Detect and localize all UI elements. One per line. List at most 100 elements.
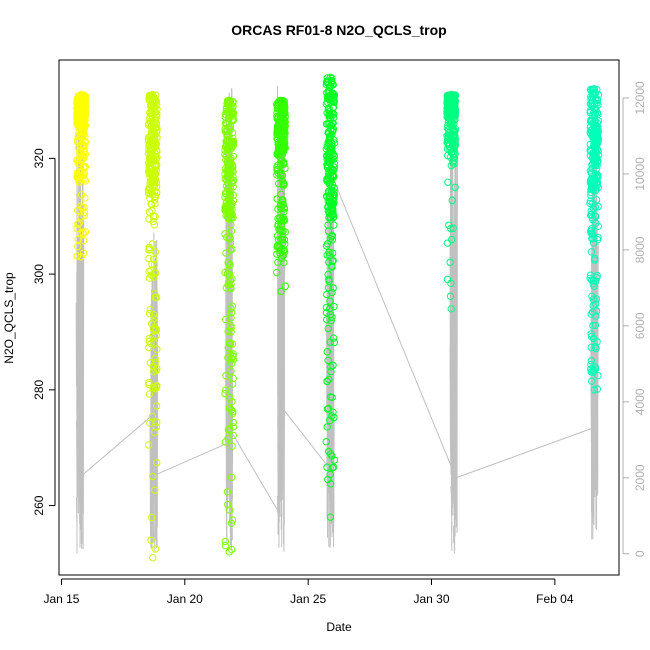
data-point xyxy=(222,141,231,150)
data-point xyxy=(148,412,157,421)
data-point xyxy=(322,303,331,312)
data-point xyxy=(228,442,236,450)
data-point xyxy=(325,275,333,283)
data-point xyxy=(221,315,230,324)
data-point xyxy=(227,545,236,554)
data-point xyxy=(74,131,83,139)
data-point xyxy=(144,121,153,129)
data-point xyxy=(148,332,157,341)
x-axis: Jan 15 Jan 20 Jan 25 Jan 30 Feb 04 xyxy=(43,578,574,606)
data-point xyxy=(280,248,289,256)
data-point xyxy=(590,85,599,93)
data-point xyxy=(274,258,282,266)
data-point xyxy=(326,198,334,207)
data-point xyxy=(590,108,598,117)
data-point xyxy=(446,153,455,161)
data-point xyxy=(278,157,286,165)
data-point xyxy=(221,541,230,550)
data-point xyxy=(592,149,600,157)
data-point xyxy=(327,363,335,371)
data-point xyxy=(151,178,159,186)
data-point xyxy=(222,372,230,380)
data-point xyxy=(279,213,287,222)
data-point xyxy=(329,171,337,179)
data-point xyxy=(329,110,338,118)
data-point xyxy=(589,321,597,330)
data-point xyxy=(146,153,154,161)
data-point xyxy=(145,378,153,387)
data-point xyxy=(328,145,336,153)
data-point xyxy=(328,393,336,402)
data-point xyxy=(326,136,335,144)
data-point xyxy=(150,221,159,229)
altitude-track-segment xyxy=(449,445,452,475)
data-point xyxy=(224,131,232,139)
data-point xyxy=(226,339,234,347)
data-point xyxy=(224,258,232,267)
data-point xyxy=(591,89,600,97)
data-point xyxy=(152,423,161,431)
y-tick-label: 260 xyxy=(32,495,46,515)
data-point xyxy=(324,227,333,235)
data-point xyxy=(330,188,338,196)
data-point xyxy=(590,366,598,375)
data-point xyxy=(76,153,84,161)
data-point xyxy=(323,405,332,413)
data-point xyxy=(446,224,455,233)
data-point xyxy=(446,140,454,148)
y2-tick-label: 0 xyxy=(633,550,647,557)
y2-tick-label: 4000 xyxy=(633,388,647,415)
data-point xyxy=(221,170,229,178)
data-point xyxy=(449,103,457,112)
data-point xyxy=(323,348,331,356)
data-point xyxy=(447,235,456,244)
data-point xyxy=(149,91,157,99)
data-point xyxy=(322,120,331,128)
data-point xyxy=(278,236,287,244)
data-point xyxy=(152,161,161,169)
data-point xyxy=(326,95,334,104)
data-point xyxy=(279,158,288,167)
data-point xyxy=(229,176,238,185)
data-point xyxy=(146,305,154,314)
data-point xyxy=(77,253,85,261)
data-point xyxy=(224,149,232,157)
data-point xyxy=(587,227,596,235)
data-point xyxy=(221,389,229,398)
data-point xyxy=(226,234,234,242)
data-point xyxy=(281,104,289,112)
data-point xyxy=(447,305,455,313)
data-point xyxy=(591,170,599,178)
data-point xyxy=(277,287,285,296)
data-point xyxy=(153,364,161,373)
data-point xyxy=(150,255,158,263)
data-point xyxy=(152,331,160,340)
data-point xyxy=(448,196,456,205)
data-point xyxy=(594,157,602,165)
data-point xyxy=(147,136,155,145)
data-point xyxy=(222,386,230,394)
data-point xyxy=(328,207,337,215)
data-point xyxy=(150,273,158,281)
data-point xyxy=(77,132,86,140)
data-point xyxy=(152,383,161,391)
data-point xyxy=(81,142,89,150)
data-point xyxy=(74,235,82,244)
data-point xyxy=(326,416,334,425)
data-point xyxy=(80,175,89,183)
data-point xyxy=(593,271,601,280)
y-axis-label: N2O_QCLS_trop xyxy=(2,272,16,364)
data-point xyxy=(78,204,87,212)
data-point xyxy=(151,486,159,494)
data-point xyxy=(447,148,456,157)
data-point xyxy=(328,74,336,83)
data-point xyxy=(150,428,159,436)
data-point xyxy=(324,475,332,484)
data-point xyxy=(586,146,594,154)
data-point xyxy=(153,458,161,467)
x-tick-label: Jan 25 xyxy=(290,592,326,606)
data-points-layer xyxy=(73,73,603,562)
data-point xyxy=(227,178,236,186)
data-point xyxy=(145,309,154,318)
data-point xyxy=(149,310,158,319)
